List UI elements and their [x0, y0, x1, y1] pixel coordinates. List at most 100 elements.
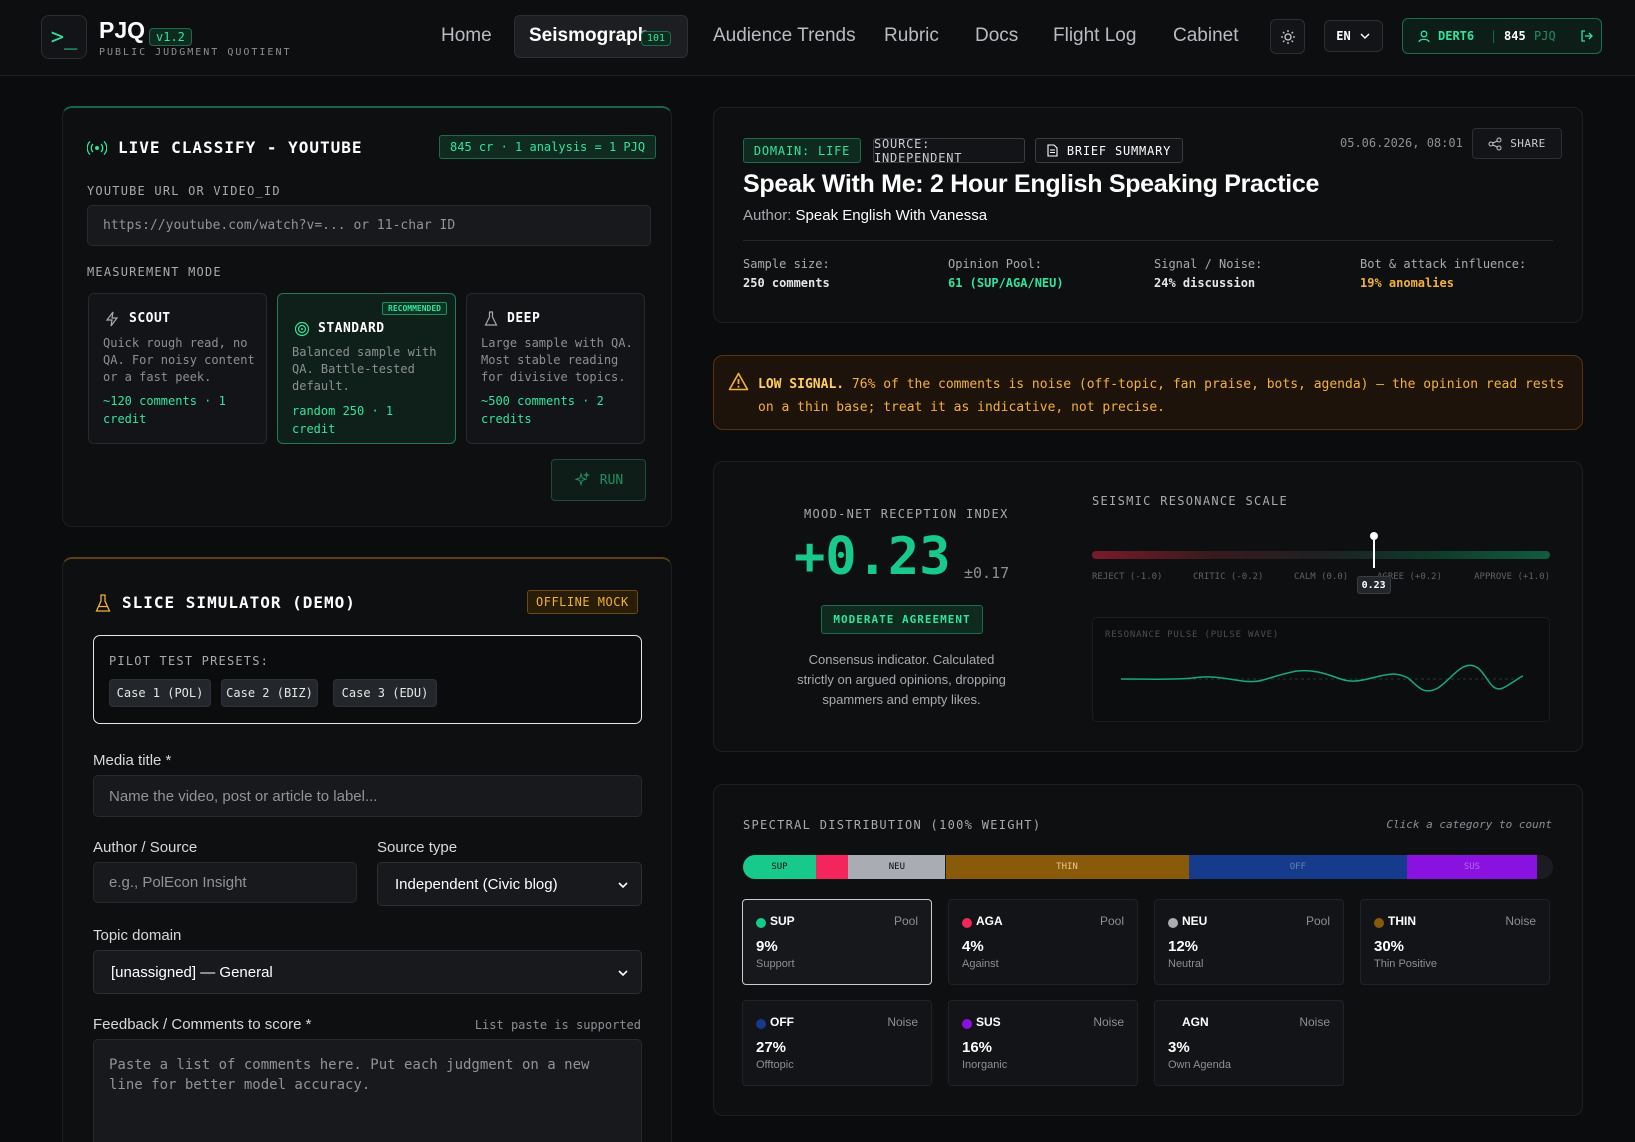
nav-seismograph-label[interactable]: Seismograph	[529, 25, 650, 46]
category-percent: 12%	[1168, 938, 1199, 955]
target-icon	[294, 321, 310, 337]
theme-toggle-button[interactable]	[1270, 19, 1305, 54]
category-card-aga[interactable]: AGA Pool 4% Against	[948, 899, 1138, 985]
spectral-segment-label: OFF	[1289, 862, 1306, 872]
category-name: Support	[756, 958, 795, 970]
share-button[interactable]: SHARE	[1472, 128, 1562, 159]
logout-icon[interactable]	[1580, 29, 1594, 43]
scale-label-agree: AGREE (+0.2)	[1377, 572, 1443, 582]
category-card-thin[interactable]: THIN Noise 30% Thin Positive	[1360, 899, 1550, 985]
warning-body: 76% of the comments is noise (off-topic,…	[758, 377, 1565, 415]
source-type-select[interactable]: Independent (Civic blog)	[377, 862, 642, 906]
preset-chip-3[interactable]: Case 3 (EDU)	[333, 679, 437, 707]
report-author-line: Author: Speak English With Vanessa	[743, 207, 987, 224]
language-select[interactable]: EN	[1324, 20, 1383, 52]
media-title-label: Media title *	[93, 752, 172, 769]
category-name: Offtopic	[756, 1059, 794, 1071]
presets-label: PILOT TEST PRESETS:	[109, 654, 270, 668]
spectral-segment-thin[interactable]: THIN	[945, 855, 1189, 879]
mode-card-deep[interactable]: DEEP Large sample with QA. Most stable r…	[466, 293, 645, 444]
offline-mock-badge: OFFLINE MOCK	[527, 590, 638, 614]
category-kind: Noise	[1505, 914, 1536, 928]
category-kind: Noise	[1093, 1015, 1124, 1029]
topic-label: Topic domain	[93, 927, 182, 944]
preset-chip-2[interactable]: Case 2 (BIZ)	[221, 679, 318, 707]
category-name: Against	[962, 958, 999, 970]
nav-home[interactable]: Home	[441, 25, 492, 46]
scale-labels: REJECT (-1.0) CRITIC (-0.2) CALM (0.0) A…	[1092, 572, 1550, 586]
author-placeholder: e.g., PolEcon Insight	[109, 874, 247, 891]
brief-summary-tag[interactable]: BRIEF SUMMARY	[1035, 138, 1183, 163]
spectral-segment-sup[interactable]: SUP	[743, 855, 816, 879]
category-code: OFF	[770, 1015, 794, 1029]
category-kind: Pool	[893, 914, 918, 928]
mode-scout-desc: Quick rough read, no QA. For noisy conte…	[103, 336, 255, 384]
category-card-sus[interactable]: SUS Noise 16% Inorganic	[948, 1000, 1138, 1086]
spectral-segment-label: NEU	[888, 862, 906, 872]
author-input[interactable]: e.g., PolEcon Insight	[93, 862, 357, 903]
run-button[interactable]: RUN	[551, 459, 646, 501]
nav-cabinet[interactable]: Cabinet	[1173, 25, 1239, 46]
spectral-segment-label: THIN	[1056, 862, 1078, 872]
stat-bot-label: Bot & attack influence:	[1360, 257, 1527, 271]
stat-signal-value: 24% discussion	[1154, 276, 1256, 290]
topic-domain-select[interactable]: [unassigned] — General	[93, 950, 642, 994]
category-kind: Pool	[1305, 914, 1330, 928]
spectral-segment-agn[interactable]	[1536, 855, 1553, 879]
category-percent: 27%	[756, 1039, 787, 1056]
stat-sample-value: 250 comments	[743, 276, 830, 290]
pulse-wave-line	[1120, 664, 1524, 692]
media-title-input[interactable]: Name the video, post or article to label…	[93, 775, 642, 817]
category-card-neu[interactable]: NEU Pool 12% Neutral	[1154, 899, 1344, 985]
category-card-sup[interactable]: SUP Pool 9% Support	[742, 899, 932, 985]
spectral-segment-neu[interactable]: NEU	[848, 855, 946, 879]
nav-audience-trends[interactable]: Audience Trends	[713, 25, 856, 46]
media-title-placeholder: Name the video, post or article to label…	[109, 787, 378, 805]
nav-docs[interactable]: Docs	[975, 25, 1019, 46]
category-percent: 3%	[1168, 1039, 1190, 1056]
pulse-wave-chart	[1120, 664, 1524, 692]
feedback-textarea[interactable]: Paste a list of comments here. Put each …	[93, 1039, 642, 1142]
category-percent: 9%	[756, 938, 778, 955]
live-classify-title: LIVE CLASSIFY - YOUTUBE	[118, 138, 363, 157]
sun-icon	[1280, 29, 1295, 44]
youtube-url-placeholder: https://youtube.com/watch?v=... or 11-ch…	[103, 218, 456, 233]
index-error: ±0.17	[964, 564, 1010, 582]
spectral-segment-aga[interactable]	[815, 855, 849, 879]
category-color-dot	[756, 918, 766, 928]
simulator-title: SLICE SIMULATOR (DEMO)	[122, 593, 356, 612]
mode-card-standard[interactable]: RECOMMENDED STANDARD Balanced sample wit…	[277, 293, 456, 444]
chevron-down-icon	[618, 970, 628, 977]
preset-chip-1[interactable]: Case 1 (POL)	[109, 679, 211, 707]
category-percent: 16%	[962, 1039, 993, 1056]
nav-flight-log[interactable]: Flight Log	[1053, 25, 1137, 46]
spectral-bar[interactable]: SUP NEU THIN OFF SUS	[743, 855, 1553, 879]
mode-card-scout[interactable]: SCOUT Quick rough read, no QA. For noisy…	[88, 293, 267, 444]
author-label: Author / Source	[93, 839, 198, 856]
agreement-badge: MODERATE AGREEMENT	[821, 605, 983, 634]
author-prefix: Author:	[743, 207, 792, 224]
terminal-logo-icon[interactable]: >_	[41, 15, 87, 59]
mode-deep-foot: ~500 comments · 2 credits	[481, 394, 604, 426]
pulse-title: RESONANCE PULSE (PULSE WAVE)	[1105, 630, 1280, 640]
spectral-segment-sus[interactable]: SUS	[1407, 855, 1537, 879]
youtube-url-input[interactable]: https://youtube.com/watch?v=... or 11-ch…	[87, 205, 651, 246]
nav-rubric[interactable]: Rubric	[884, 25, 939, 46]
language-label: EN	[1336, 29, 1351, 43]
brand-name[interactable]: PJQ	[99, 17, 146, 43]
category-card-agn[interactable]: AGN Noise 3% Own Agenda	[1154, 1000, 1344, 1086]
category-color-dot	[1374, 918, 1384, 928]
mode-deep-desc: Large sample with QA. Most stable readin…	[481, 336, 633, 384]
recommended-badge: RECOMMENDED	[382, 302, 447, 315]
category-code: THIN	[1388, 914, 1416, 928]
mode-deep-title: DEEP	[507, 311, 541, 326]
warning-text: LOW SIGNAL. 76% of the comments is noise…	[758, 373, 1568, 419]
domain-tag: DOMAIN: LIFE	[743, 138, 861, 163]
topic-domain-value: [unassigned] — General	[111, 963, 273, 981]
category-card-off[interactable]: OFF Noise 27% Offtopic	[742, 1000, 932, 1086]
version-badge: v1.2	[149, 28, 192, 46]
mode-label: MEASUREMENT MODE	[87, 265, 222, 279]
spectral-segment-off[interactable]: OFF	[1188, 855, 1408, 879]
user-account-box[interactable]: DERT6 | 845 PJQ	[1402, 18, 1602, 54]
index-description: Consensus indicator. Calculated strictly…	[797, 652, 1006, 707]
